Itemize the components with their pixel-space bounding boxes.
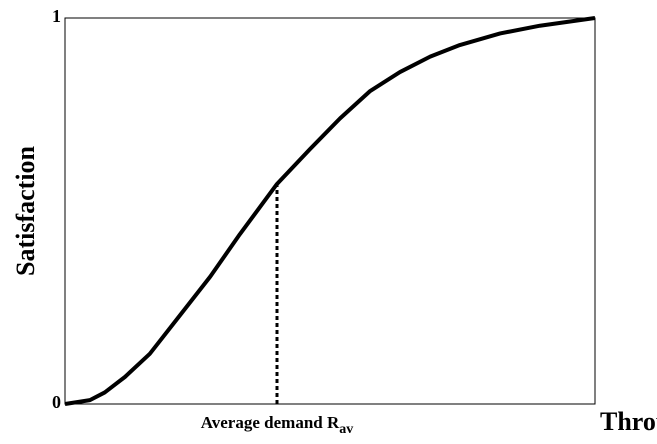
plot-frame <box>64 17 596 405</box>
y-tick-label: 0 <box>52 392 61 412</box>
data-line <box>64 16 596 406</box>
y-axis-label: Satisfaction <box>11 145 40 276</box>
annotation-subscript: av <box>339 422 353 437</box>
annotation-label: Average demand Rav <box>201 413 354 437</box>
annotation-text: Average demand R <box>201 413 340 432</box>
x-axis-label: Throughput <box>600 407 657 436</box>
y-tick-label: 1 <box>52 6 61 26</box>
